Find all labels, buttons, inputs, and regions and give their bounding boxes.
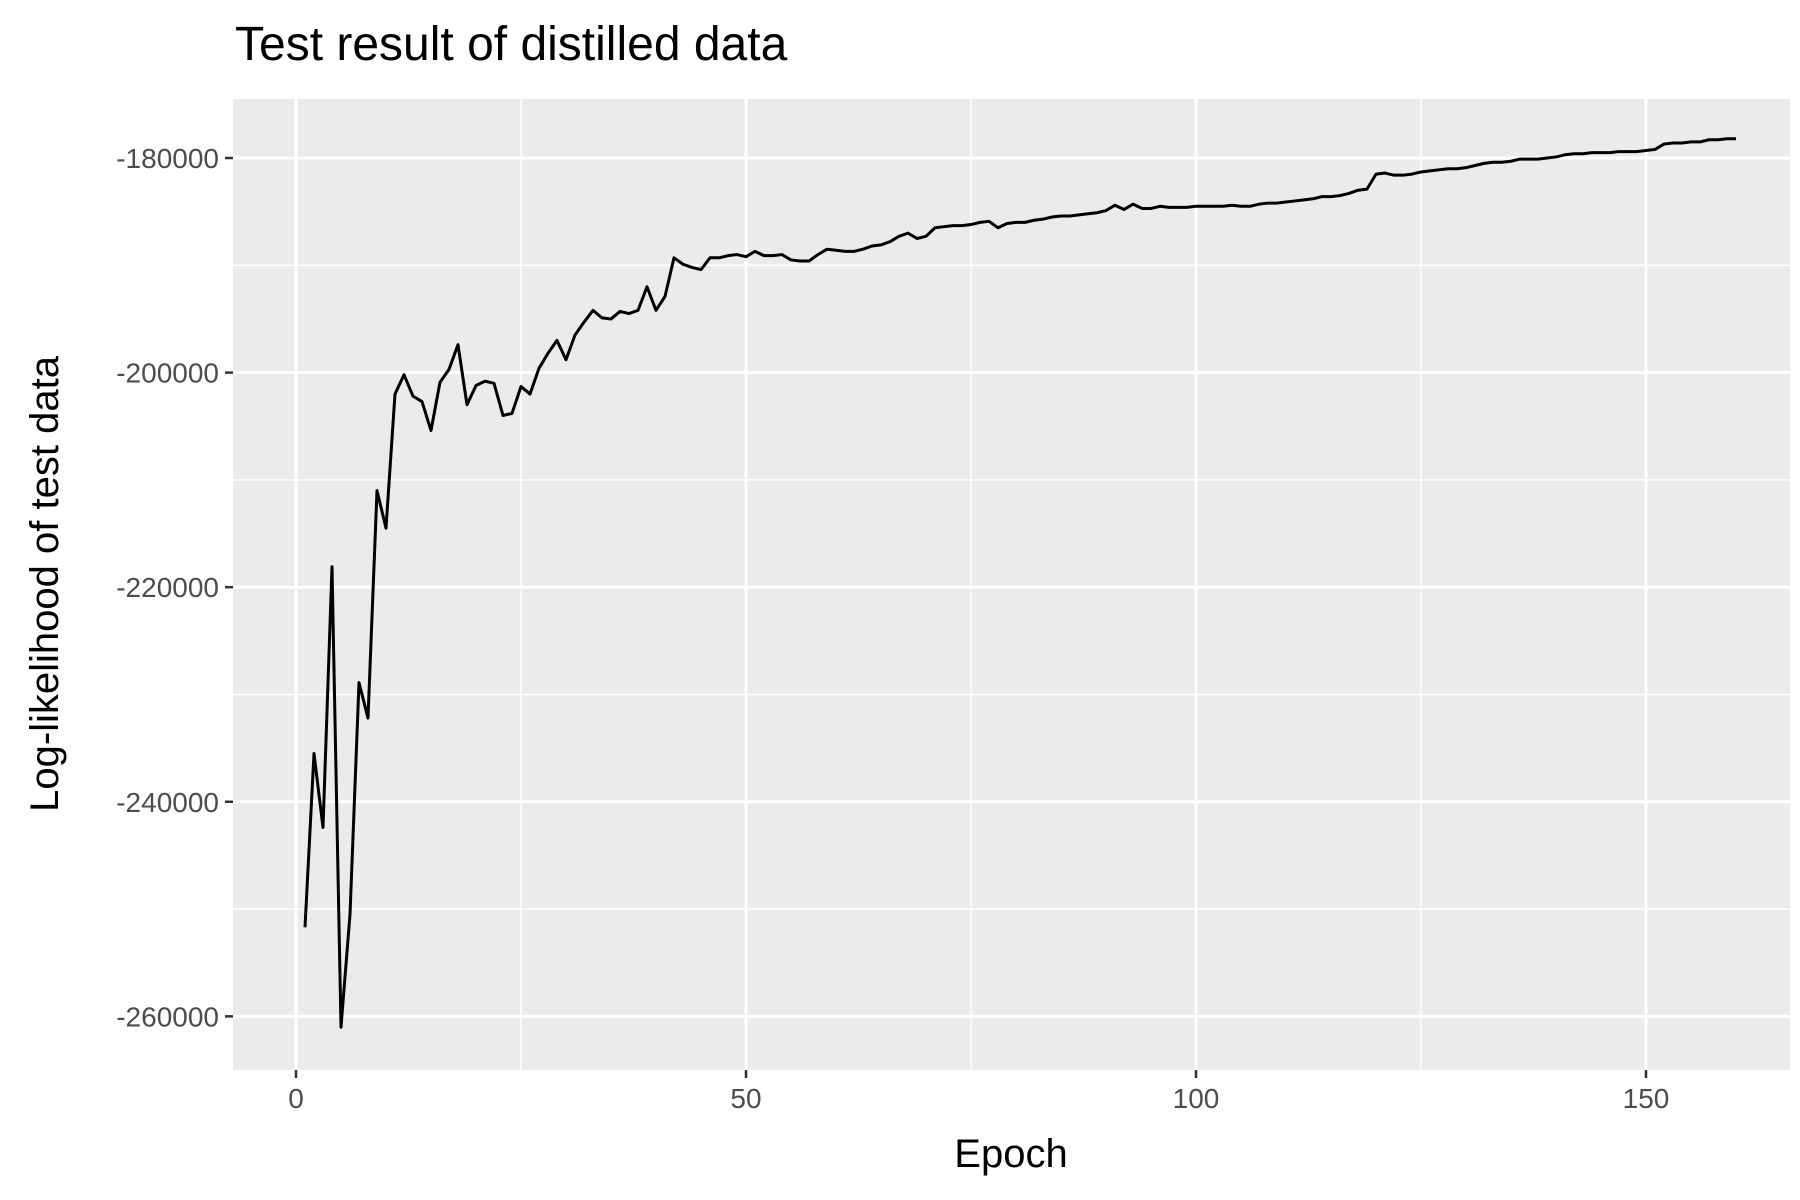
x-tick-label: 0 [288, 1083, 304, 1114]
series-line [303, 137, 1736, 1029]
y-axis: -260000 -240000 -220000 -200000 -180000 [116, 143, 233, 1032]
y-tick-label: -180000 [116, 143, 219, 174]
y-tick-label: -240000 [116, 787, 219, 818]
x-tick-label: 150 [1623, 1083, 1670, 1114]
x-tick-label: 50 [730, 1083, 761, 1114]
chart-title: Test result of distilled data [235, 18, 788, 71]
x-tick-label: 100 [1173, 1083, 1220, 1114]
x-axis-title: Epoch [954, 1132, 1067, 1176]
y-axis-title: Log-likelihood of test data [23, 355, 67, 812]
x-axis: 0 50 100 150 [288, 1070, 1669, 1114]
grid [233, 99, 1790, 1070]
y-tick-label: -260000 [116, 1001, 219, 1032]
y-tick-label: -200000 [116, 358, 219, 389]
plot-panel [233, 99, 1790, 1070]
y-tick-label: -220000 [116, 572, 219, 603]
